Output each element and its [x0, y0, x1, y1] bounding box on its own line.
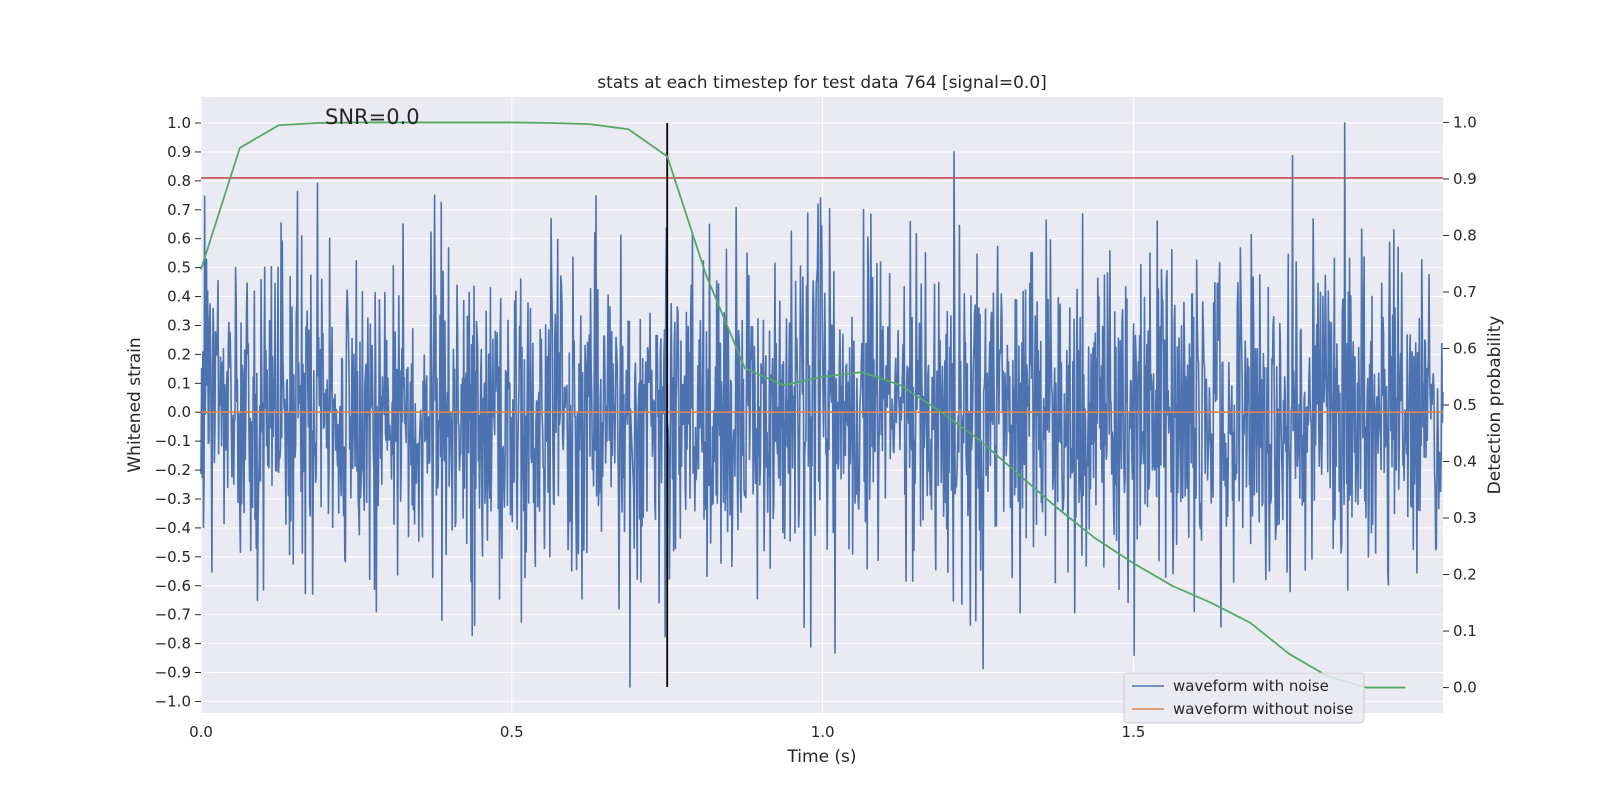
y-left-tick-label: 0.5 [167, 259, 191, 277]
y-left-tick-label: 0.0 [167, 403, 191, 421]
x-tick-label: 1.5 [1122, 723, 1146, 741]
x-axis-label: Time (s) [786, 747, 856, 767]
y-left-tick-label: 0.1 [167, 374, 191, 392]
tick-labels: 1.0 0.9 0.8 0.7 0.6 0.5 0.4 0.3 0.2 0.1 0.0 −0.1 −0.… [155, 113, 1477, 741]
x-tick-label: 0.0 [189, 723, 213, 741]
y-axis-label-right: Detection probability [1485, 316, 1505, 495]
y-left-tick-label: 0.4 [167, 288, 191, 306]
data-layer [200, 121, 1444, 689]
series-detection-probability [200, 121, 1406, 689]
x-tick-label: 0.5 [500, 723, 524, 741]
y-left-tick-label: −0.5 [155, 548, 191, 566]
y-left-tick-label: 1.0 [167, 114, 191, 132]
legend-box [1123, 672, 1365, 724]
y-axis-label-left: Whitened strain [125, 337, 145, 472]
y-left-tick-label: −0.2 [155, 461, 191, 479]
y-left-tick-label: −0.6 [155, 577, 191, 595]
y-left-tick-label: 0.9 [167, 143, 191, 161]
y-left-tick-label: −0.4 [155, 519, 191, 537]
chart-title: stats at each timestep for test data 764… [597, 73, 1047, 93]
y-left-tick-label: 0.8 [167, 172, 191, 190]
y-left-tick-label: −0.7 [155, 606, 191, 624]
legend: waveform with noise waveform without noi… [1123, 672, 1365, 724]
y-left-tick-label: 0.2 [167, 345, 191, 363]
y-right-tick-label: 0.6 [1453, 339, 1477, 357]
snr-annotation: SNR=0.0 [325, 105, 420, 129]
x-tick-label: 1.0 [811, 723, 835, 741]
y-left-tick-label: −0.9 [155, 664, 191, 682]
y-right-tick-label: 0.1 [1453, 622, 1477, 640]
y-left-tick-label: −0.1 [155, 432, 191, 450]
y-right-tick-label: 0.8 [1453, 226, 1477, 244]
y-right-tick-label: 0.7 [1453, 283, 1477, 301]
y-left-tick-label: 0.6 [167, 230, 191, 248]
y-right-tick-label: 0.4 [1453, 453, 1477, 471]
y-right-tick-label: 0.2 [1453, 566, 1477, 584]
legend-label-waveform-with-noise: waveform with noise [1173, 677, 1329, 695]
y-left-tick-label: 0.3 [167, 316, 191, 334]
series-waveform-with-noise [200, 122, 1444, 688]
y-left-tick-label: −0.8 [155, 635, 191, 653]
y-right-tick-label: 0.9 [1453, 170, 1477, 188]
y-left-tick-label: 0.7 [167, 201, 191, 219]
y-right-tick-label: 1.0 [1453, 113, 1477, 131]
y-left-tick-label: −0.3 [155, 490, 191, 508]
legend-label-waveform-without-noise: waveform without noise [1173, 700, 1353, 718]
y-right-tick-label: 0.5 [1453, 396, 1477, 414]
y-right-tick-label: 0.3 [1453, 509, 1477, 527]
y-right-tick-label: 0.0 [1453, 679, 1477, 697]
y-left-tick-label: −1.0 [155, 692, 191, 710]
